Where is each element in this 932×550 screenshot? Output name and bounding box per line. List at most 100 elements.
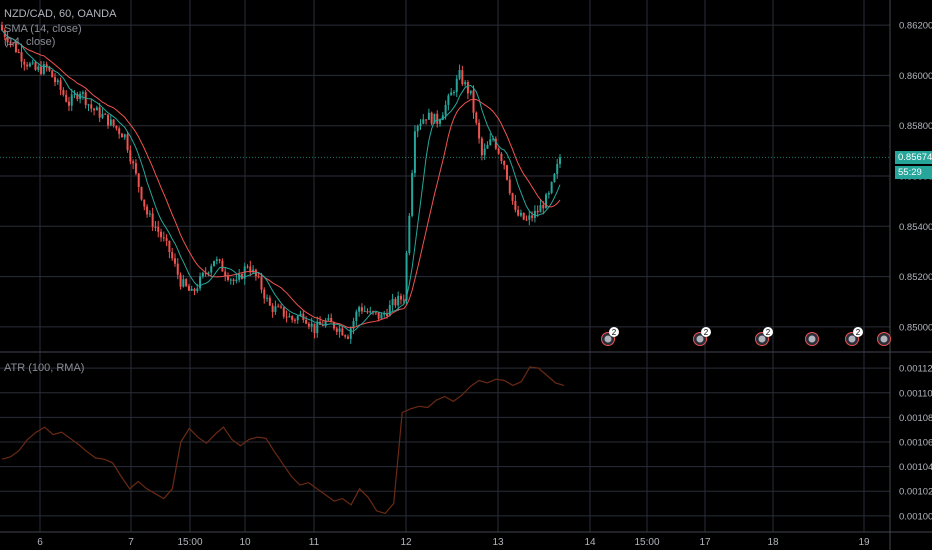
- price-axis-tick: 0.85200: [899, 272, 932, 283]
- candle-body: [508, 179, 511, 194]
- candle-body: [377, 312, 380, 319]
- candle-body: [316, 321, 319, 334]
- event-marker-icon[interactable]: 2: [601, 327, 620, 346]
- candle-body: [386, 313, 389, 316]
- candle-body: [469, 90, 472, 94]
- candle-body: [268, 297, 271, 306]
- candle-body: [338, 328, 341, 332]
- candle-body: [48, 66, 51, 71]
- candle-body: [246, 266, 249, 268]
- candle-body: [542, 205, 545, 209]
- time-axis-tick: 15:00: [634, 537, 659, 548]
- fast-ma-line: [1, 29, 561, 332]
- candle-body: [411, 173, 414, 216]
- candle-body: [14, 43, 17, 53]
- candle-body: [123, 134, 126, 138]
- candle-body: [466, 82, 469, 94]
- candle-body: [45, 64, 48, 67]
- time-axis-tick: 11: [309, 537, 320, 548]
- price-axis-tick: 0.86200: [899, 21, 932, 32]
- candle-body: [344, 335, 347, 337]
- candle-body: [260, 276, 263, 290]
- candle-body: [1, 25, 3, 31]
- candle-body: [346, 336, 349, 339]
- candle-body: [182, 279, 185, 287]
- candle-body: [536, 210, 539, 213]
- candle-body: [90, 104, 93, 109]
- candle-body: [196, 288, 199, 292]
- event-marker-icon[interactable]: 2: [755, 327, 774, 346]
- event-marker-icon[interactable]: [877, 332, 891, 346]
- candle-body: [193, 288, 196, 292]
- candle-body: [101, 113, 104, 118]
- candle-body: [249, 266, 252, 273]
- candle-body: [17, 52, 20, 54]
- candle-body: [391, 298, 394, 306]
- candle-body: [218, 259, 221, 261]
- candle-body: [252, 269, 255, 273]
- candle-body: [388, 305, 391, 316]
- candle-body: [452, 92, 455, 94]
- candle-body: [26, 64, 29, 67]
- candle-body: [333, 322, 336, 329]
- candle-body: [383, 313, 386, 315]
- candle-body: [59, 80, 62, 90]
- candle-body: [330, 318, 333, 323]
- candle-body: [511, 193, 514, 202]
- candle-body: [238, 274, 241, 280]
- event-marker-icon[interactable]: 2: [845, 327, 864, 346]
- candle-body: [134, 163, 137, 174]
- candle-body: [42, 64, 45, 74]
- candle-body: [497, 148, 500, 154]
- slow-ma-line: [1, 29, 561, 329]
- event-marker-icon[interactable]: 2: [693, 327, 712, 346]
- candle-body: [380, 314, 383, 319]
- candle-body: [366, 310, 369, 313]
- candle-body: [171, 252, 174, 259]
- event-count: 2: [766, 328, 771, 337]
- candle-body: [293, 319, 296, 321]
- candle-body: [305, 319, 308, 324]
- candle-body: [56, 80, 59, 83]
- candle-body: [146, 206, 149, 215]
- candle-body: [363, 310, 366, 312]
- candle-body: [533, 210, 536, 218]
- candle-body: [54, 77, 57, 83]
- candle-body: [179, 274, 182, 287]
- candle-body: [176, 263, 179, 275]
- event-count: 2: [704, 328, 709, 337]
- time-axis-tick: 17: [699, 537, 711, 548]
- candle-body: [126, 134, 129, 151]
- candle-body: [430, 112, 433, 124]
- candle-body: [204, 272, 207, 274]
- candle-body: [67, 101, 70, 106]
- candle-body: [360, 307, 363, 312]
- candle-body: [12, 42, 15, 44]
- candle-body: [327, 318, 330, 321]
- price-axis-tick: 0.86000: [899, 71, 932, 82]
- candle-body: [98, 107, 101, 118]
- candle-body: [291, 316, 294, 320]
- candle-body: [525, 219, 528, 221]
- candle-body: [310, 323, 313, 327]
- candle-body: [137, 173, 140, 188]
- candle-body: [494, 138, 497, 149]
- ma1-legend: SMA (14, close): [4, 23, 82, 35]
- candle-body: [243, 266, 246, 279]
- candle-body: [483, 148, 486, 156]
- candle-body: [550, 181, 553, 193]
- candle-body: [23, 61, 26, 65]
- candle-body: [20, 52, 23, 62]
- atr-line: [1, 366, 565, 515]
- candle-body: [547, 192, 550, 195]
- candle-body: [425, 119, 428, 121]
- candle-body: [215, 259, 218, 261]
- candle-body: [358, 307, 361, 312]
- candle-body: [355, 311, 358, 322]
- event-marker-icon[interactable]: [805, 332, 819, 346]
- candle-body: [115, 125, 118, 129]
- candle-body: [240, 274, 243, 279]
- last-price-tag: 0.85674: [895, 151, 932, 164]
- candle-body: [148, 213, 151, 215]
